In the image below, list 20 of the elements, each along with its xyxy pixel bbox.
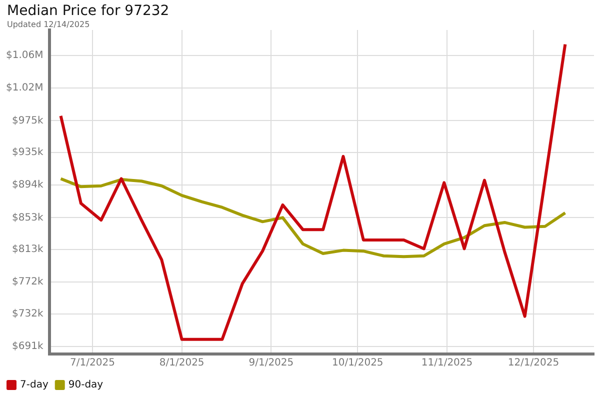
y-tick-label: $772k	[12, 276, 44, 288]
y-tick-label: $975k	[12, 115, 44, 126]
legend-label: 7-day	[20, 380, 48, 391]
legend-label: 90-day	[68, 380, 104, 391]
y-tick-label: $691k	[12, 341, 44, 352]
y-tick-label: $853k	[12, 212, 44, 224]
x-tick-label: 10/1/2025	[332, 358, 384, 369]
x-tick-label: 12/1/2025	[508, 358, 560, 369]
x-tick-label: 11/1/2025	[421, 358, 473, 369]
x-tick-label: 9/1/2025	[248, 358, 294, 369]
chart-title: Median Price for 97232	[7, 3, 170, 19]
y-tick-label: $1.06M	[6, 50, 44, 62]
x-tick-label: 8/1/2025	[159, 358, 204, 369]
y-tick-label: $1.02M	[6, 82, 44, 94]
y-tick-label: $732k	[12, 308, 44, 320]
x-tick-label: 7/1/2025	[70, 358, 115, 369]
y-tick-label: $894k	[12, 179, 44, 190]
y-tick-label: $813k	[12, 244, 44, 256]
chart-subtitle: Updated 12/14/2025	[7, 20, 90, 29]
y-tick-label: $935k	[12, 147, 44, 158]
